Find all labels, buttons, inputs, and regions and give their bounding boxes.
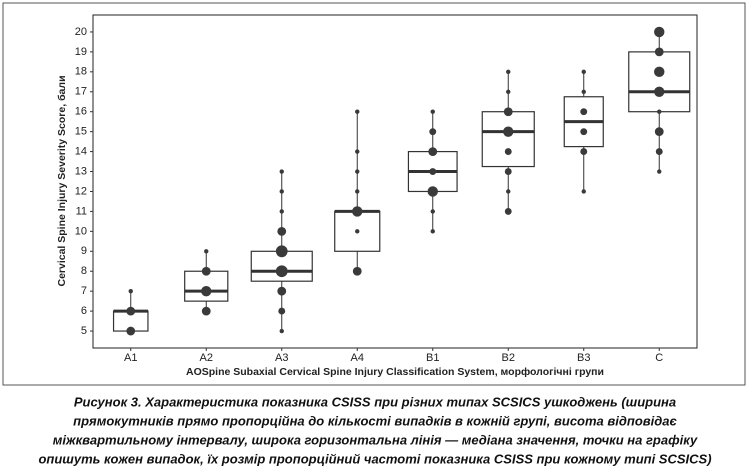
point: [580, 148, 588, 156]
point: [277, 286, 287, 296]
y-tick-label: 16: [75, 106, 87, 118]
caption-line: Рисунок 3. Характеристика показника CSIS…: [74, 394, 676, 409]
point: [503, 107, 513, 117]
point: [355, 189, 360, 194]
caption-line: опишуть кожен випадок, їх розмір пропорц…: [38, 451, 711, 466]
point: [355, 109, 360, 114]
y-tick-label: 11: [76, 205, 87, 217]
y-tick-label: 8: [81, 265, 87, 277]
point: [204, 249, 209, 254]
box: [628, 51, 691, 113]
point: [126, 306, 136, 316]
x-tick-label: C: [655, 352, 663, 364]
x-tick-label: A2: [200, 352, 213, 364]
point: [506, 189, 511, 194]
point: [355, 169, 360, 174]
point: [654, 66, 665, 78]
y-tick-label: 18: [75, 66, 87, 78]
y-tick-label: 7: [81, 285, 87, 297]
point: [654, 86, 665, 97]
point: [430, 229, 435, 234]
y-tick-label: 19: [75, 46, 87, 58]
x-tick-label: B3: [577, 352, 590, 364]
point: [654, 47, 664, 57]
point: [352, 266, 362, 276]
point: [279, 209, 284, 214]
x-tick-label: A4: [351, 352, 364, 364]
caption-line: прямокутників прямо пропорційна до кільк…: [73, 413, 677, 428]
point: [430, 109, 435, 114]
box: [481, 111, 535, 168]
y-tick-label: 9: [81, 245, 87, 257]
point: [580, 128, 588, 136]
point: [504, 207, 512, 215]
point: [201, 306, 211, 316]
point: [275, 265, 288, 278]
point: [654, 127, 664, 137]
point: [428, 147, 438, 156]
point: [655, 148, 663, 156]
point: [657, 109, 662, 114]
y-axis-title: Cervical Spine Injury Severity Score, ба…: [56, 75, 68, 286]
point: [581, 69, 586, 75]
point: [503, 126, 514, 137]
point: [654, 26, 665, 38]
point: [352, 206, 363, 217]
y-tick-label: 14: [75, 145, 87, 157]
point: [504, 168, 512, 175]
point: [657, 169, 662, 174]
point: [429, 168, 437, 175]
point: [581, 189, 586, 194]
point: [506, 69, 511, 75]
point: [279, 328, 284, 334]
y-tick-label: 10: [75, 225, 87, 237]
point: [201, 266, 211, 276]
y-tick-label: 6: [81, 305, 87, 317]
point: [128, 288, 133, 294]
point: [429, 128, 437, 136]
y-tick-label: 12: [75, 185, 87, 197]
point: [506, 89, 511, 94]
plot-area: [92, 14, 698, 349]
point: [275, 245, 288, 258]
point: [504, 148, 512, 156]
x-tick-label: A3: [275, 352, 288, 364]
y-tick-label: 15: [75, 126, 87, 138]
point: [278, 307, 286, 315]
y-tick-label: 13: [75, 165, 87, 177]
point: [355, 229, 360, 234]
point: [355, 149, 360, 154]
y-tick-label: 20: [75, 26, 87, 38]
point: [430, 209, 435, 214]
y-tick-label: 5: [81, 325, 87, 337]
caption: Рисунок 3. Характеристика показника CSIS…: [38, 394, 711, 466]
x-tick-label: B2: [502, 352, 515, 364]
point: [277, 226, 287, 236]
point: [201, 285, 212, 297]
y-tick-label: 17: [75, 86, 87, 98]
point: [580, 108, 588, 116]
point: [279, 189, 284, 194]
point: [581, 89, 586, 94]
point: [126, 326, 136, 336]
point: [279, 169, 284, 174]
x-tick-label: A1: [124, 352, 137, 364]
point: [427, 186, 438, 197]
x-axis-title: AOSpine Subaxial Cervical Spine Injury C…: [186, 366, 604, 378]
caption-line: міжквартильному інтервалу, широка горизо…: [53, 432, 698, 447]
x-tick-label: B1: [426, 352, 439, 364]
